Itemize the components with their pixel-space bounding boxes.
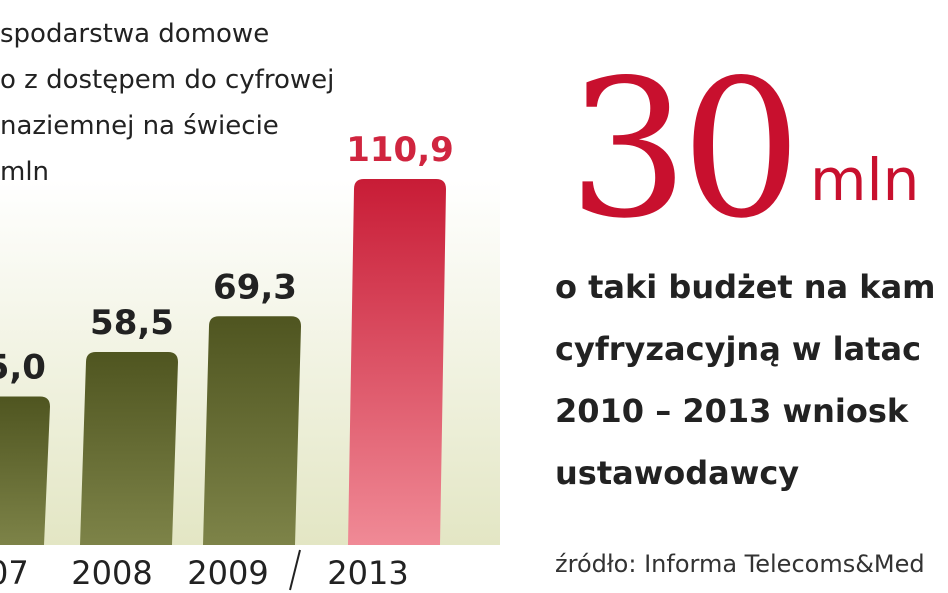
callout-line: ustawodawcy xyxy=(555,454,799,492)
callout-line: o taki budżet na kam xyxy=(555,268,936,306)
value-label: 110,9 xyxy=(346,130,454,170)
x-tick-label: 2008 xyxy=(71,554,152,592)
bar xyxy=(0,396,50,545)
value-label: 69,3 xyxy=(213,267,297,307)
callout-line: cyfryzacyjną w latac xyxy=(555,330,921,368)
value-label: 58,5 xyxy=(90,303,174,343)
x-tick-label: 2009 xyxy=(187,554,268,592)
title-line: naziemnej na świecie xyxy=(0,111,279,141)
x-tick-label: 2013 xyxy=(327,554,408,592)
title-line: mln xyxy=(0,157,49,187)
callout-text: o taki budżet na kam cyfryzacyjną w lata… xyxy=(555,268,936,492)
source: źródło: Informa Telecoms&Med xyxy=(555,550,925,578)
x-tick-label: 2007 xyxy=(0,554,29,592)
chart: 45,0 2007 58,5 2008 69,3 2009 110,9 2013 xyxy=(0,130,454,592)
callout-unit: mln xyxy=(810,146,919,214)
value-label: 45,0 xyxy=(0,348,46,388)
bar xyxy=(348,179,446,545)
title-line: spodarstwa domowe xyxy=(0,19,269,49)
axis-break xyxy=(289,549,301,591)
callout-number: 30 xyxy=(568,39,794,260)
bar xyxy=(80,351,178,545)
bar xyxy=(203,316,301,545)
chart-title: spodarstwa domowe o z dostępem do cyfrow… xyxy=(0,19,334,187)
title-line: o z dostępem do cyfrowej xyxy=(0,65,334,95)
callout-line: 2010 – 2013 wniosk xyxy=(555,392,909,430)
